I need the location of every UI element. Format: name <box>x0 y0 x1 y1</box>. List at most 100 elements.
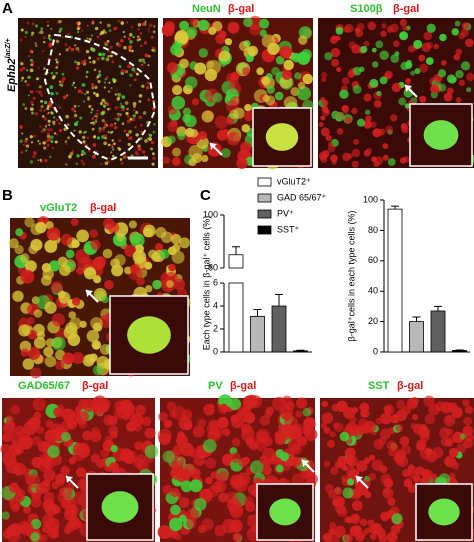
cell <box>77 105 80 107</box>
cell <box>43 109 46 112</box>
cell <box>391 513 403 525</box>
cell <box>114 93 118 96</box>
cell <box>128 49 131 52</box>
cell <box>168 263 176 272</box>
stain-label: β-gal <box>397 380 423 392</box>
cell <box>395 424 404 432</box>
cell <box>188 158 197 167</box>
cell <box>57 290 66 299</box>
cell <box>359 66 365 73</box>
cell <box>343 25 351 33</box>
cell <box>324 483 334 494</box>
cell <box>141 60 144 63</box>
cell <box>31 103 34 106</box>
cell <box>71 49 75 52</box>
cell <box>38 90 42 95</box>
cell <box>172 243 181 252</box>
stain-label: β-gal <box>90 202 116 214</box>
cell <box>390 114 398 122</box>
stain-label: β-gal <box>230 380 256 392</box>
cell <box>172 405 187 420</box>
cell <box>35 90 38 93</box>
cell <box>77 478 87 488</box>
cell <box>108 157 111 160</box>
cell <box>111 130 114 133</box>
cell <box>186 26 198 38</box>
cell <box>121 107 125 112</box>
cell <box>46 106 50 111</box>
cell <box>84 93 87 96</box>
cell <box>342 487 354 499</box>
cell <box>126 107 129 111</box>
cell <box>171 147 182 157</box>
cell <box>157 525 172 540</box>
cell <box>81 150 85 154</box>
cell <box>119 158 123 161</box>
cell <box>324 52 333 61</box>
legend-label: PV⁺ <box>277 208 294 218</box>
cell <box>58 80 62 83</box>
cell <box>379 50 389 60</box>
y-tick-label: 80 <box>208 262 218 272</box>
cell <box>107 143 111 147</box>
cell <box>370 121 377 128</box>
cell <box>110 87 113 90</box>
cell <box>55 39 60 44</box>
cell <box>419 431 430 442</box>
cell <box>296 86 312 101</box>
cell <box>20 28 24 32</box>
cell <box>0 443 11 455</box>
cell <box>58 105 62 110</box>
cell <box>42 268 54 280</box>
cell <box>134 441 144 451</box>
cell <box>189 18 198 27</box>
cell <box>222 454 231 464</box>
cell <box>21 132 24 135</box>
bar <box>250 315 265 353</box>
cell <box>46 20 49 23</box>
cell <box>262 465 272 476</box>
cell <box>33 336 46 349</box>
cell <box>108 415 118 426</box>
cell <box>399 436 410 446</box>
cell <box>43 67 46 70</box>
cell <box>50 71 54 75</box>
cell <box>460 28 469 37</box>
cell <box>48 100 52 105</box>
cell <box>356 460 368 472</box>
cell <box>129 73 133 77</box>
cell <box>110 445 118 453</box>
cell <box>66 419 77 430</box>
y-tick-label: 40 <box>368 286 378 296</box>
cell <box>71 351 84 364</box>
cell <box>424 413 435 425</box>
stain-label: β-gal <box>228 3 254 15</box>
cell <box>172 84 183 96</box>
cell <box>433 43 439 50</box>
cell <box>230 452 241 464</box>
cell <box>163 419 172 429</box>
cell <box>117 19 121 23</box>
cell <box>150 141 154 144</box>
cell <box>217 416 229 429</box>
cell <box>466 87 472 93</box>
cell <box>143 61 146 64</box>
cell <box>109 123 114 127</box>
cell <box>349 525 361 537</box>
cell <box>419 424 428 432</box>
cell <box>238 457 248 468</box>
cell <box>116 233 125 242</box>
cell <box>371 47 377 53</box>
cell <box>99 314 113 328</box>
cell <box>330 47 341 58</box>
cell <box>148 137 152 142</box>
cell <box>91 21 95 25</box>
cell <box>127 45 131 48</box>
cell <box>38 142 42 145</box>
cell <box>40 27 44 31</box>
cell <box>449 447 459 458</box>
panel-label: C <box>200 187 211 204</box>
cell <box>101 119 105 123</box>
cell <box>157 428 172 443</box>
cell <box>443 92 453 102</box>
